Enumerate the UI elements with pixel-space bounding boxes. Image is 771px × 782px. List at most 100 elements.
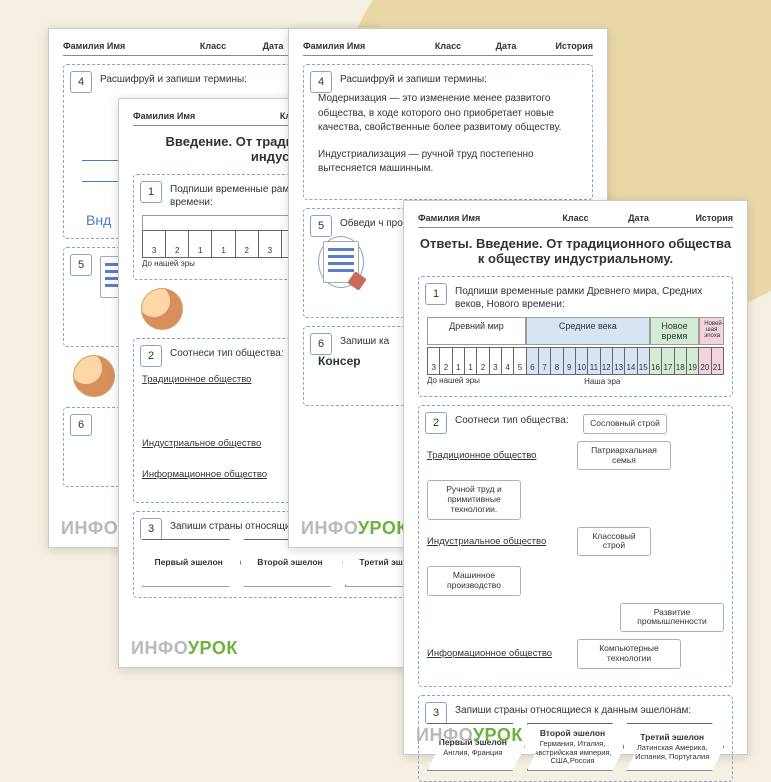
timeline-period-label: Новей-шая эпоха — [699, 317, 724, 345]
timeline-cell: 11 — [588, 348, 600, 374]
era-bc-label: До нашей эры — [427, 377, 480, 386]
timeline-grid: 321123456789101112131415161718192021 — [427, 347, 724, 375]
circle-icon — [318, 236, 364, 288]
task-title: Соотнеси тип общества: — [455, 414, 575, 427]
task-2-match-answered: 2 Соотнеси тип общества: Сословный строй… — [418, 405, 733, 687]
worksheet-4-answers: Фамилия Имя Класс Дата История Ответы. В… — [403, 200, 748, 755]
header-name: Фамилия Имя — [418, 213, 544, 223]
gavel-icon — [347, 271, 366, 290]
header-name: Фамилия Имя — [303, 41, 419, 51]
match-pill: Патриархальная семья — [577, 441, 671, 471]
task-4-definitions: 4 Расшифруй и запиши термины: Модернизац… — [303, 64, 593, 200]
task-number: 2 — [425, 412, 447, 434]
match-pill: Сословный строй — [583, 414, 667, 434]
task-title: Расшифруй и запиши термины: — [340, 73, 584, 86]
match-pill: Ручной труд и примитивные технологии. — [427, 480, 521, 519]
timeline-period-label: Средние века — [526, 317, 650, 345]
timeline-cell: 2 — [236, 231, 259, 257]
society-traditional: Традиционное общество — [142, 374, 282, 385]
timeline-cell: 10 — [576, 348, 588, 374]
timeline-cell: 16 — [650, 348, 662, 374]
timeline-cell: 17 — [662, 348, 674, 374]
timeline-cell: 3 — [259, 231, 282, 257]
task-title: Соотнеси тип общества: — [170, 347, 284, 360]
logo: ИНФОУРОК — [301, 518, 408, 539]
timeline-cell: 1 — [189, 231, 212, 257]
definition-modernization: Модернизация — это изменение менее разви… — [318, 92, 578, 136]
society-industrial: Индустриальное общество — [427, 536, 567, 547]
header-row: Фамилия Имя Класс Дата История — [303, 41, 593, 56]
task-number: 6 — [70, 414, 92, 436]
timeline-cell: 3 — [428, 348, 440, 374]
timeline-cell: 21 — [712, 348, 723, 374]
header-class: Класс — [419, 41, 477, 51]
timeline-period-label: Новое время — [650, 317, 700, 345]
avatar-icon — [141, 288, 183, 330]
header-row: Фамилия Имя Класс Дата История — [418, 213, 733, 228]
header-class: Класс — [544, 213, 607, 223]
task-number: 6 — [310, 333, 332, 355]
task-number: 5 — [310, 215, 332, 237]
timeline-cell: 3 — [143, 231, 166, 257]
timeline-cell: 18 — [675, 348, 687, 374]
header-date: Дата — [477, 41, 535, 51]
timeline-cell: 6 — [527, 348, 539, 374]
timeline-cell: 8 — [551, 348, 563, 374]
header-subject: История — [670, 213, 733, 223]
avatar-icon — [73, 355, 115, 397]
logo: ИНФОУРОК — [416, 725, 523, 746]
echelon-1: Первый эшелон — [142, 539, 241, 587]
society-information: Информационное общество — [142, 469, 282, 480]
task-number: 5 — [70, 254, 92, 276]
era-bc-label: До нашей эры — [142, 260, 196, 269]
society-traditional: Традиционное общество — [427, 450, 567, 461]
header-subject: История — [535, 41, 593, 51]
task-title: Запиши страны относящиеся к данным эшело… — [455, 704, 724, 717]
match-pill: Классовый строй — [577, 527, 651, 557]
timeline-cell: 2 — [477, 348, 489, 374]
timeline-cell: 19 — [687, 348, 699, 374]
match-pill: Компьютерные технологии — [577, 639, 681, 669]
timeline-cell: 14 — [625, 348, 637, 374]
timeline-cell: 1 — [212, 231, 235, 257]
match-pill: Развитие промышленности — [620, 603, 724, 633]
timeline-cell: 15 — [638, 348, 650, 374]
echelon-2: Второй эшелон Германия, Италия, Австрийс… — [527, 723, 625, 771]
task-1-timeline-answered: 1 Подпиши временные рамки Древнего мира,… — [418, 276, 733, 397]
task-number: 3 — [140, 518, 162, 540]
header-class: Класс — [183, 41, 243, 51]
definition-industrialization: Индустриализация — ручной труд постепенн… — [318, 148, 578, 177]
timeline-cell: 4 — [502, 348, 514, 374]
timeline-cell: 1 — [453, 348, 465, 374]
timeline-cell: 3 — [490, 348, 502, 374]
task-number: 4 — [70, 71, 92, 93]
timeline-cell: 12 — [601, 348, 613, 374]
echelon-3: Третий эшелон Латинская Америка, Испания… — [626, 723, 724, 771]
task-number: 1 — [425, 283, 447, 305]
header-name: Фамилия Имя — [133, 111, 261, 121]
timeline-cell: 7 — [539, 348, 551, 374]
timeline-cell: 9 — [564, 348, 576, 374]
sheet-title: Ответы. Введение. От традиционного общес… — [418, 236, 733, 266]
timeline-cell: 1 — [465, 348, 477, 374]
timeline-cell: 13 — [613, 348, 625, 374]
task-title: Подпиши временные рамки Древнего мира, С… — [455, 285, 724, 311]
timeline-period-label: Древний мир — [427, 317, 526, 345]
header-name: Фамилия Имя — [63, 41, 183, 51]
match-pill: Машинное производство — [427, 566, 521, 596]
logo: ИНФОУРОК — [131, 638, 238, 659]
task-number: 1 — [140, 181, 162, 203]
society-industrial: Индустриальное общество — [142, 438, 282, 449]
society-information: Информационное общество — [427, 648, 567, 659]
document-icon — [323, 241, 359, 283]
task-number: 4 — [310, 71, 332, 93]
timeline-cell: 20 — [699, 348, 711, 374]
timeline-cell: 5 — [514, 348, 526, 374]
timeline-cell: 2 — [166, 231, 189, 257]
header-date: Дата — [607, 213, 670, 223]
timeline-cell: 2 — [440, 348, 452, 374]
era-ad-label: Наша эра — [480, 377, 724, 386]
timeline-period-labels: Древний мирСредние векаНовое времяНовей-… — [427, 317, 724, 345]
task-number: 2 — [140, 345, 162, 367]
task-number: 3 — [425, 702, 447, 724]
